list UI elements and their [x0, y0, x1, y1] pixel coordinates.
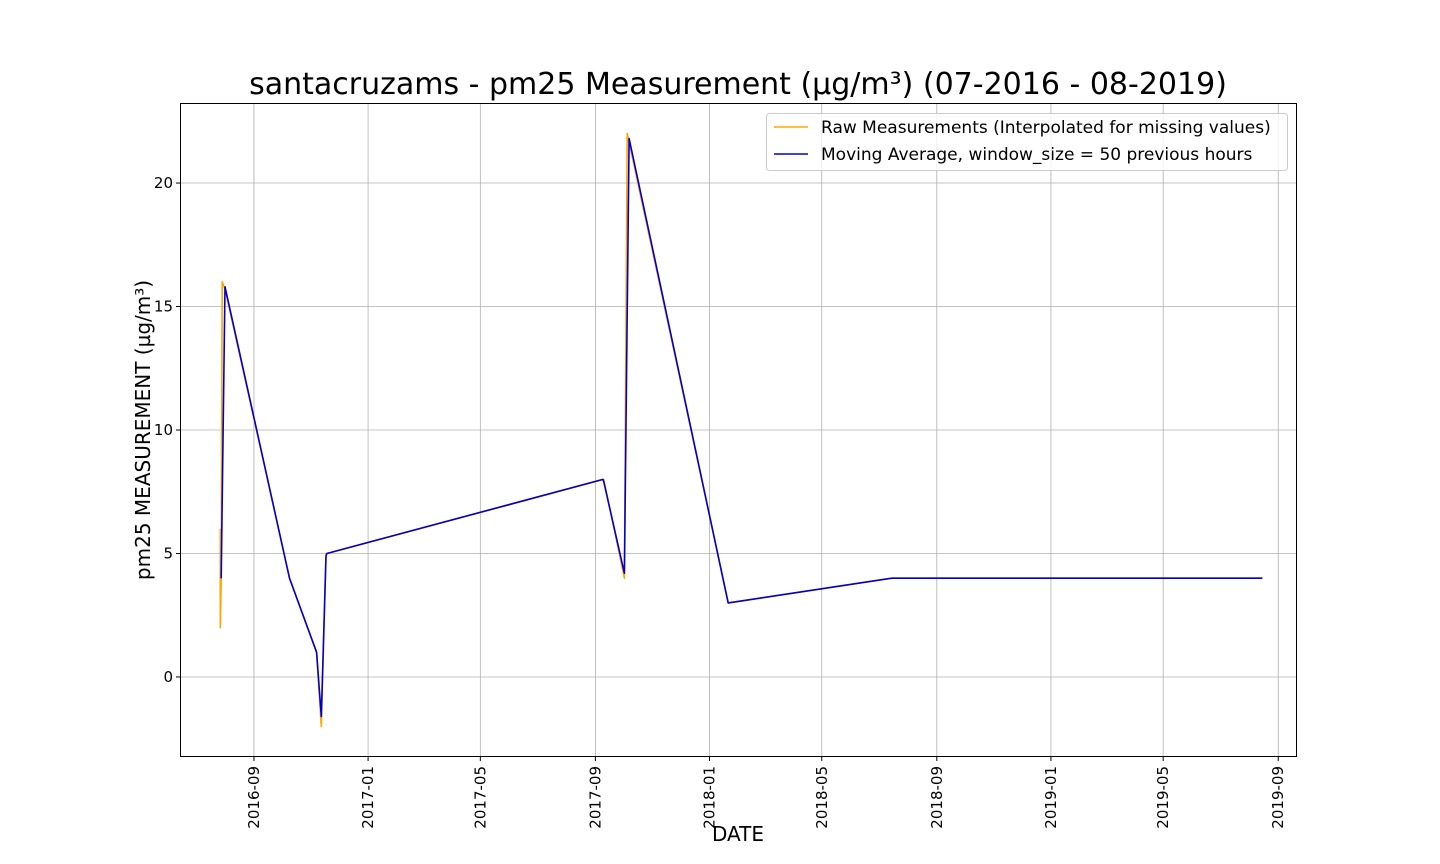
y-axis: 0 5 10 15 20 — [154, 174, 181, 686]
x-tick-label: 2018-09 — [928, 766, 946, 829]
chart-title: santacruzams - pm25 Measurement (µg/m³) … — [249, 67, 1227, 102]
legend-box — [766, 113, 1288, 171]
x-tick-label: 2019-01 — [1042, 766, 1060, 829]
x-tick-label: 2019-09 — [1269, 766, 1287, 829]
plot-area — [219, 132, 1263, 728]
x-tick-label: 2017-05 — [471, 766, 489, 829]
y-tick-label: 10 — [154, 421, 173, 439]
x-axis-label: DATE — [712, 822, 764, 846]
x-tick-label: 2017-01 — [359, 766, 377, 829]
y-tick-label: 0 — [163, 668, 173, 686]
x-tick-label: 2018-05 — [813, 766, 831, 829]
y-tick-label: 20 — [154, 174, 173, 192]
legend-label-0: Raw Measurements (Interpolated for missi… — [821, 118, 1271, 138]
legend: Raw Measurements (Interpolated for missi… — [766, 113, 1288, 171]
x-tick-label: 2019-05 — [1154, 766, 1172, 829]
legend-label-1: Moving Average, window_size = 50 previou… — [821, 145, 1253, 165]
x-tick-label: 2016-09 — [245, 766, 263, 829]
x-tick-label: 2018-01 — [701, 766, 719, 829]
x-axis: 2016-09 2017-01 2017-05 2017-09 2018-01 2018-… — [245, 756, 1287, 829]
x-tick-label: 2017-09 — [586, 766, 604, 829]
y-tick-label: 5 — [163, 544, 173, 562]
series-line-1 — [220, 137, 1263, 718]
y-tick-label: 15 — [154, 298, 173, 316]
grid — [181, 104, 1296, 756]
y-axis-label: pm25 MEASUREMENT (µg/m³) — [131, 280, 155, 580]
